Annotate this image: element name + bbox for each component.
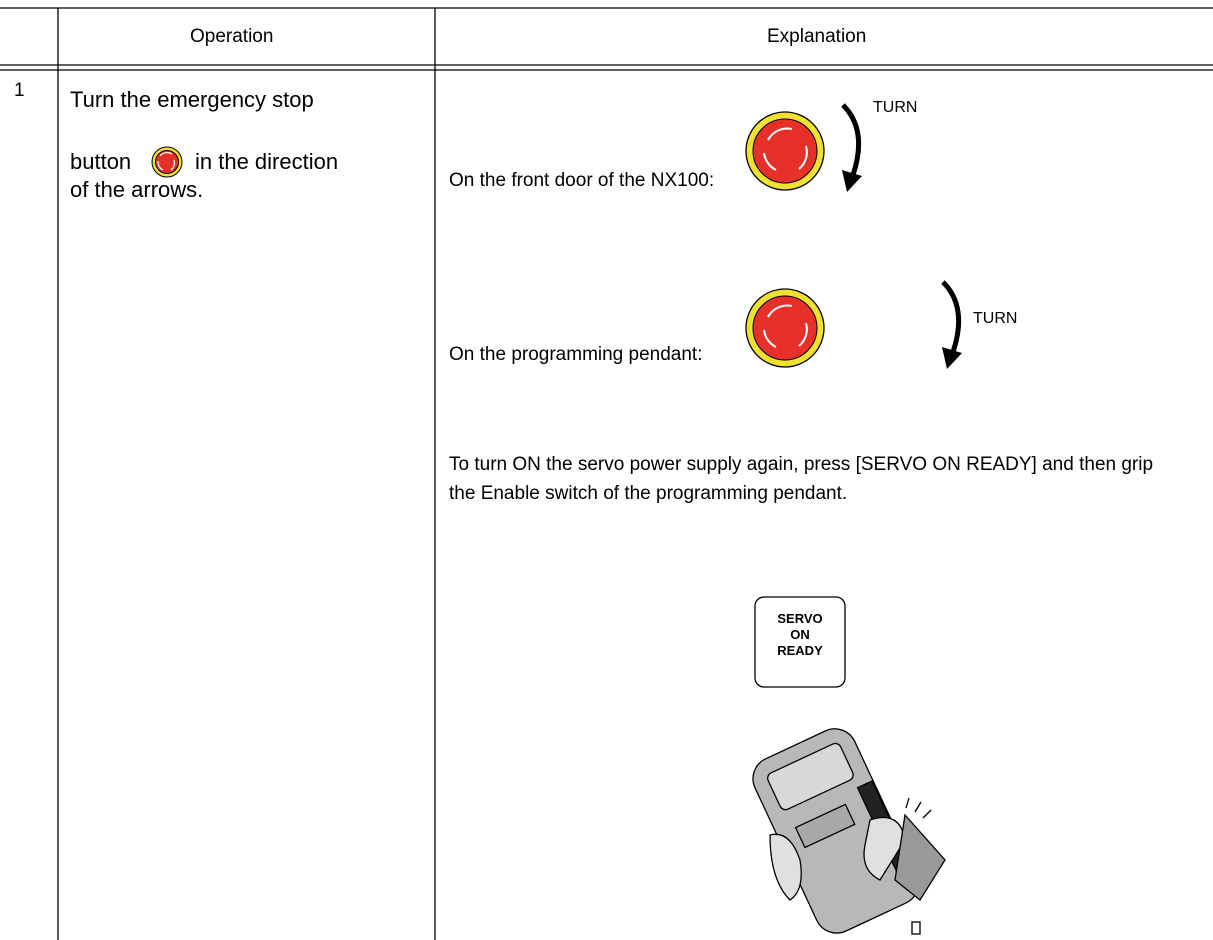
operation-text: in the direction bbox=[195, 149, 339, 174]
emergency-button-pendant bbox=[745, 280, 962, 369]
servo-note: To turn ON the servo power supply again,… bbox=[449, 454, 1154, 504]
pendant-label: On the programming pendant: bbox=[449, 344, 703, 365]
turn-label: TURN bbox=[873, 99, 918, 116]
servo-button bbox=[754, 596, 846, 688]
emergency-icon-small bbox=[151, 146, 183, 178]
step-number: 1 bbox=[14, 80, 25, 101]
pendant-illustration bbox=[752, 728, 946, 935]
servo-button-label: ON bbox=[790, 627, 810, 642]
front-door-label: On the front door of the NX100: bbox=[449, 170, 715, 191]
turn-label: TURN bbox=[973, 310, 1018, 327]
servo-button-label: SERVO bbox=[777, 611, 823, 626]
servo-button-label: READY bbox=[777, 643, 823, 658]
operation-text: of the arrows. bbox=[70, 177, 204, 202]
header-explanation: Explanation bbox=[767, 26, 867, 47]
header-operation: Operation bbox=[190, 26, 274, 47]
operation-text: button bbox=[70, 149, 132, 174]
operation-text: Turn the emergency stop bbox=[70, 87, 314, 112]
emergency-button-front bbox=[745, 103, 862, 192]
